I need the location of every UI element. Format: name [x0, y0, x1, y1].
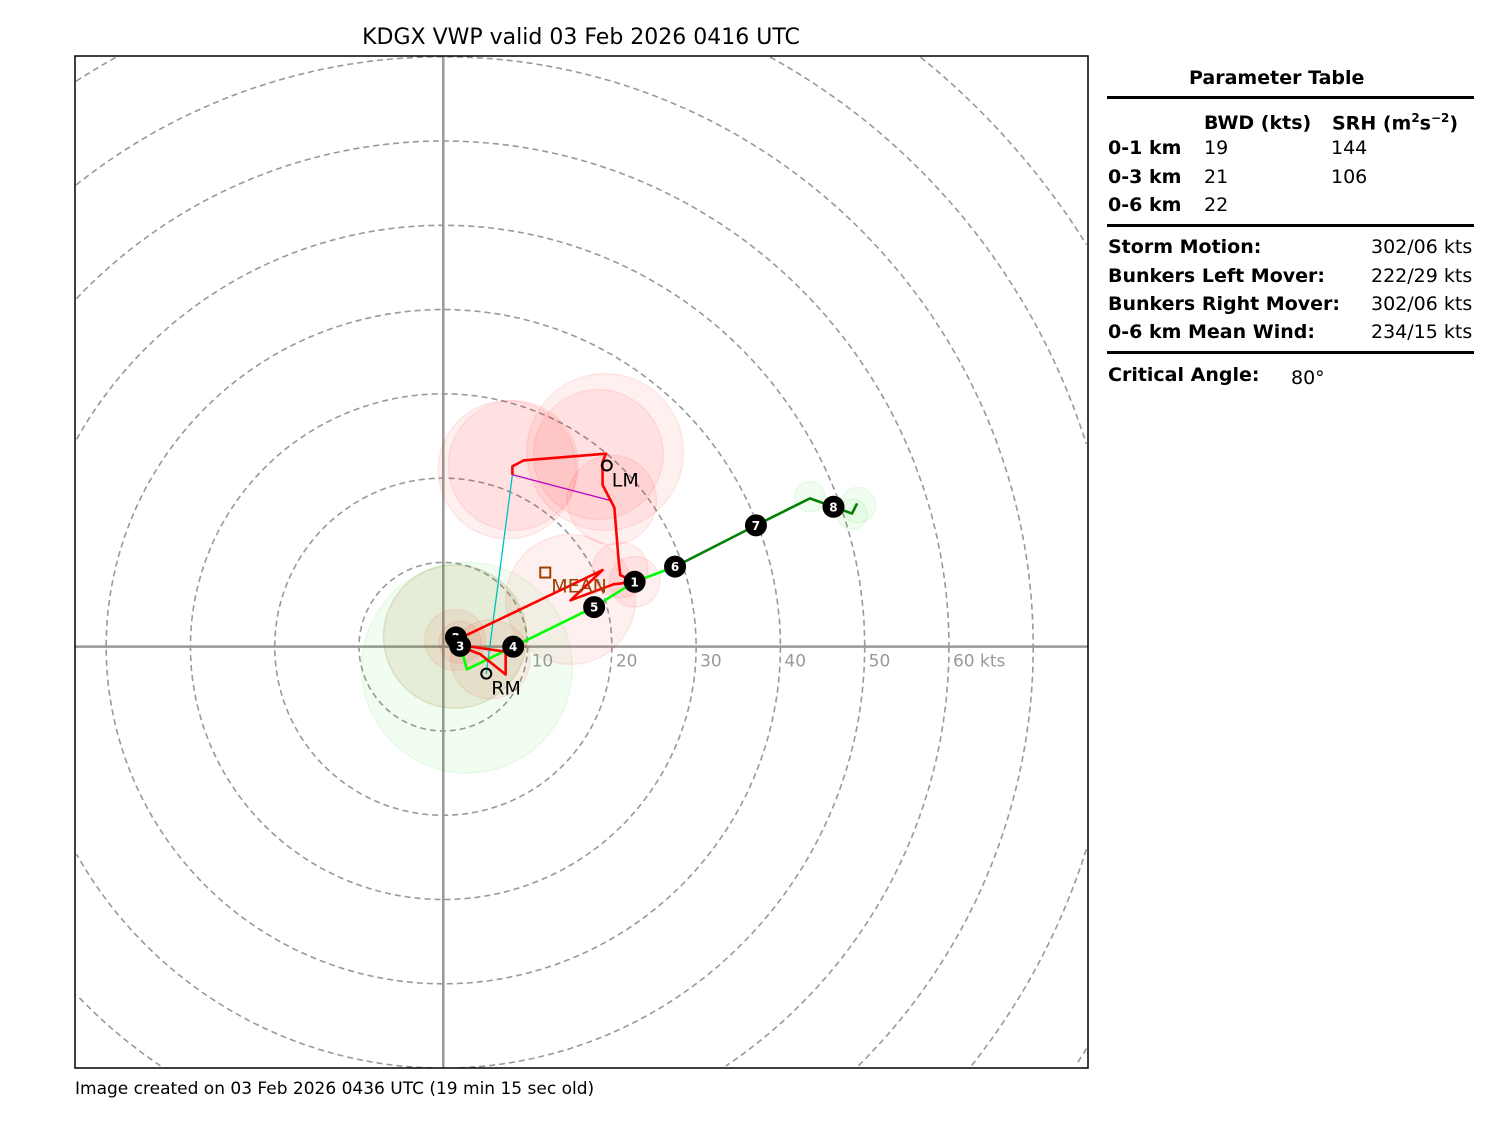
height-marker-label: 6	[671, 560, 679, 574]
mean-wind-label: MEAN	[551, 576, 607, 598]
row-srh: 106	[1331, 166, 1368, 188]
uncertainty-circle	[437, 399, 578, 540]
srh-label: SRH (m	[1332, 112, 1412, 135]
table-divider	[1107, 224, 1474, 227]
range-ring	[105, 308, 782, 985]
height-marker-8	[822, 495, 845, 518]
height-marker-label: 7	[752, 519, 760, 533]
height-marker-3	[449, 634, 472, 657]
trace-red-b-line	[462, 452, 636, 638]
height-marker-7	[744, 514, 767, 537]
height-marker-4	[502, 635, 525, 658]
motion-value: 302/06 kts	[1371, 236, 1473, 258]
srh-s: s	[1419, 112, 1431, 135]
table-title: Parameter Table	[1189, 67, 1365, 89]
row-layer: 0-3 km	[1108, 166, 1182, 188]
motion-value: 234/15 kts	[1371, 321, 1473, 343]
range-ring	[273, 477, 613, 816]
table-divider	[1107, 351, 1474, 354]
range-ring	[75, 56, 1034, 1068]
ring-label: 60 kts	[953, 652, 1006, 672]
motion-value: 302/06 kts	[1371, 293, 1473, 315]
col-header-bwd: BWD (kts)	[1204, 112, 1312, 134]
height-marker-label: 3	[456, 639, 464, 653]
trace-red-a-line	[459, 643, 507, 676]
ring-label: 20	[616, 652, 638, 672]
footer-timestamp: Image created on 03 Feb 2026 0436 UTC (1…	[75, 1079, 594, 1099]
height-marker-1	[623, 570, 646, 593]
row-layer: 0-1 km	[1108, 137, 1182, 159]
height-marker-label: 5	[590, 601, 598, 615]
range-ring	[75, 56, 1088, 1067]
row-bwd: 19	[1204, 137, 1229, 159]
uncertainty-circle	[525, 372, 685, 532]
rm-marker	[480, 667, 493, 680]
lm-label: LM	[612, 470, 639, 492]
col-header-srh: SRH (m2s−2)	[1332, 112, 1458, 133]
height-marker-6	[664, 555, 687, 578]
critical-angle-value: 80°	[1291, 367, 1325, 389]
range-ring	[920, 56, 1088, 1066]
critical-angle-line	[512, 474, 613, 502]
height-marker-label: 4	[509, 640, 517, 654]
srh-sup: 2	[1411, 111, 1420, 125]
row-layer: 0-6 km	[1108, 194, 1182, 216]
height-marker-5	[583, 596, 606, 619]
critical-angle-label: Critical Angle:	[1108, 364, 1260, 386]
rm-label: RM	[491, 678, 521, 700]
range-ring	[75, 140, 950, 1067]
critical-angle-line	[485, 474, 514, 674]
range-ring	[75, 224, 866, 1068]
ring-label: 30	[700, 652, 722, 672]
motion-label: Storm Motion:	[1108, 236, 1262, 258]
ring-label: 10	[532, 652, 554, 672]
motion-value: 222/29 kts	[1371, 265, 1473, 287]
row-bwd: 21	[1204, 166, 1229, 188]
ring-label: 50	[869, 652, 891, 672]
hodograph-high-line	[674, 497, 859, 568]
uncertainty-circle	[793, 480, 826, 513]
ring-label: 40	[784, 652, 806, 672]
plot-frame	[74, 55, 1089, 1069]
lm-marker	[600, 459, 613, 472]
motion-label: Bunkers Left Mover:	[1108, 265, 1325, 287]
mean-wind-marker	[539, 566, 552, 579]
chart-title: KDGX VWP valid 03 Feb 2026 0416 UTC	[362, 25, 800, 50]
row-srh: 144	[1331, 137, 1368, 159]
height-marker-label: 1	[630, 575, 638, 589]
srh-end: )	[1449, 112, 1459, 135]
row-bwd: 22	[1204, 194, 1229, 216]
motion-label: 0-6 km Mean Wind:	[1108, 321, 1315, 343]
motion-label: Bunkers Right Mover:	[1108, 293, 1341, 315]
table-divider	[1107, 96, 1474, 99]
srh-sup2: −2	[1430, 111, 1450, 125]
height-marker-label: 8	[829, 500, 837, 514]
